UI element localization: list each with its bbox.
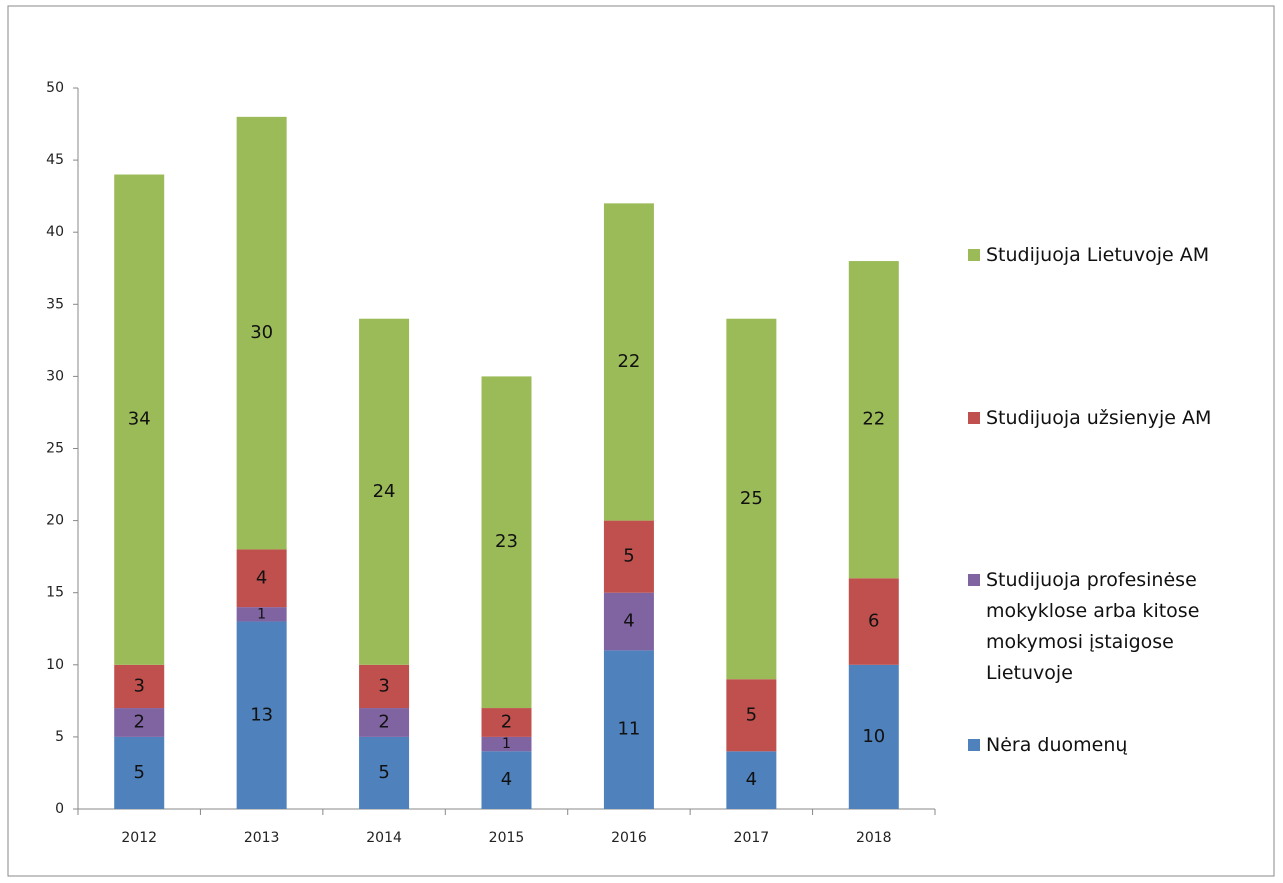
- y-tick-label: 10: [46, 657, 64, 673]
- value-label: 5: [133, 762, 144, 783]
- legend-swatch: [968, 249, 980, 261]
- y-tick-label: 15: [46, 585, 64, 601]
- legend-label: Studijuoja Lietuvoje AM: [986, 244, 1210, 266]
- value-label: 5: [746, 704, 757, 725]
- value-label: 1: [502, 736, 511, 752]
- y-tick-label: 40: [46, 224, 64, 240]
- x-tick-label: 2017: [734, 830, 770, 846]
- value-label: 4: [256, 567, 267, 588]
- bar-segment: [603, 592, 654, 651]
- value-label: 22: [617, 351, 640, 372]
- bar-segment: [359, 318, 410, 665]
- legend-item: Studijuoja užsienyje AM: [968, 403, 1258, 434]
- value-label: 5: [623, 546, 634, 567]
- legend-label: Studijuoja užsienyje AM: [986, 407, 1212, 429]
- x-tick-label: 2012: [121, 830, 157, 846]
- bar-segment: [481, 708, 532, 737]
- x-tick-label: 2014: [366, 830, 402, 846]
- bar-segment: [481, 376, 532, 709]
- bar-segment: [359, 736, 410, 809]
- value-label: 10: [862, 726, 885, 747]
- value-label: 4: [623, 611, 634, 632]
- bar-segment: [603, 203, 654, 521]
- bar-segment: [236, 549, 287, 608]
- bar-segment: [726, 751, 777, 809]
- x-tick-label: 2013: [244, 830, 280, 846]
- value-label: 34: [128, 409, 151, 430]
- bar-segment: [236, 621, 287, 809]
- bar-segment: [603, 650, 654, 809]
- value-label: 3: [378, 675, 389, 696]
- y-tick-label: 35: [46, 296, 64, 312]
- bar-segment: [603, 520, 654, 593]
- value-label: 4: [501, 769, 512, 790]
- bar-segment: [236, 116, 287, 550]
- bar-segment: [726, 318, 777, 680]
- y-tick-label: 50: [46, 80, 64, 96]
- bar-segment: [848, 578, 899, 665]
- value-label: 6: [868, 611, 879, 632]
- legend-item: Nėra duomenų: [968, 730, 1258, 761]
- bar-segment: [114, 174, 165, 665]
- legend-item: Studijuoja Lietuvoje AM: [968, 240, 1258, 271]
- legend-item: Studijuoja profesinėse mokyklose arba ki…: [968, 565, 1258, 689]
- legend-swatch: [968, 574, 980, 586]
- legend-swatch: [968, 739, 980, 751]
- value-label: 23: [495, 531, 518, 552]
- frame: [7, 5, 1275, 877]
- bar-segment: [114, 736, 165, 809]
- x-tick-label: 2016: [611, 830, 647, 846]
- bar-segment: [114, 664, 165, 709]
- bar-segment: [236, 607, 287, 622]
- y-tick-label: 25: [46, 441, 64, 457]
- value-label: 4: [746, 769, 757, 790]
- value-label: 24: [373, 481, 396, 502]
- value-label: 2: [133, 711, 144, 732]
- value-label: 11: [617, 719, 640, 740]
- value-label: 1: [257, 606, 266, 622]
- y-tick-label: 45: [46, 152, 64, 168]
- legend-label: Studijuoja profesinėse mokyklose arba ki…: [986, 569, 1200, 684]
- value-label: 22: [862, 409, 885, 430]
- legend-swatch: [968, 412, 980, 424]
- value-label: 2: [378, 711, 389, 732]
- bar-segment: [359, 664, 410, 709]
- value-label: 13: [250, 704, 273, 725]
- x-tick-label: 2015: [489, 830, 525, 846]
- bar-segment: [481, 751, 532, 809]
- y-tick-label: 0: [55, 801, 64, 817]
- value-label: 25: [740, 488, 763, 509]
- legend-label: Nėra duomenų: [986, 734, 1128, 756]
- bar-segment: [726, 679, 777, 752]
- value-label: 30: [250, 322, 273, 343]
- bar-segment: [848, 261, 899, 579]
- value-label: 3: [133, 675, 144, 696]
- x-tick-label: 2018: [856, 830, 892, 846]
- bar-segment: [359, 708, 410, 737]
- y-tick-label: 30: [46, 368, 64, 384]
- value-label: 2: [501, 711, 512, 732]
- bar-segment: [481, 736, 532, 752]
- y-tick-label: 5: [55, 729, 64, 745]
- bar-segment: [848, 664, 899, 809]
- y-tick-label: 20: [46, 513, 64, 529]
- bar-segment: [114, 708, 165, 737]
- value-label: 5: [378, 762, 389, 783]
